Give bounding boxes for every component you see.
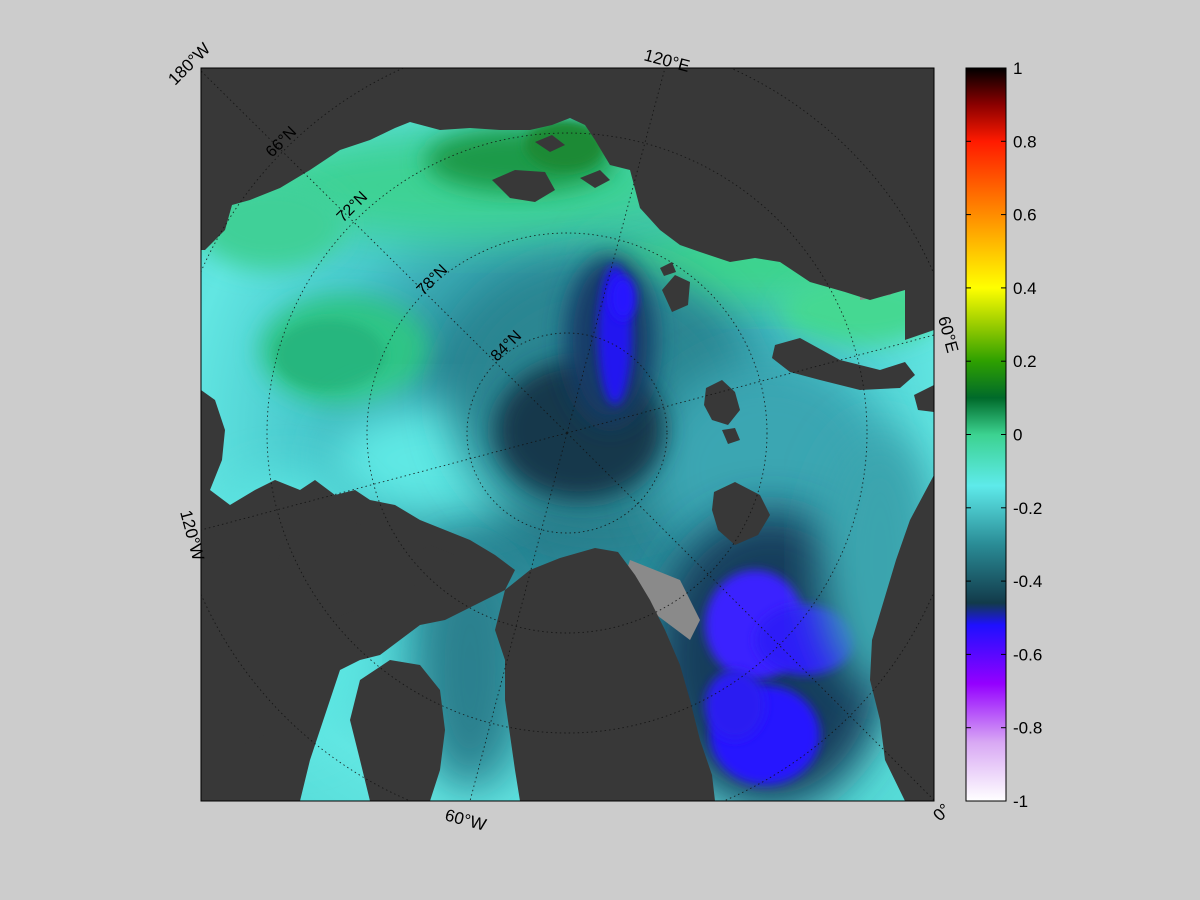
colorbar-scale: [965, 67, 1007, 802]
colorbar-tick-label: 0.4: [1013, 279, 1037, 298]
lon-label-60w: 60°W: [443, 806, 488, 835]
colorbar-tick-label: -0.8: [1013, 719, 1042, 738]
colorbar-tick-label: -0.2: [1013, 499, 1042, 518]
colorbar-tick-label: 0.8: [1013, 132, 1037, 151]
colorbar-tick-label: 1: [1013, 59, 1022, 78]
lon-label-60e: 60°E: [934, 314, 962, 355]
colorbar-tick-label: -0.4: [1013, 572, 1042, 591]
lon-label-0: 0°: [929, 800, 954, 825]
land-masses: [201, 68, 934, 801]
colorbar-ticks: 1 0.8 0.6 0.4 0.2 0 -0.2 -0.4 -0.6 -0.8 -1: [966, 59, 1042, 811]
graticule: [201, 68, 934, 801]
colorbar-tick-label: 0: [1013, 426, 1022, 445]
colorbar-tick-label: 0.6: [1013, 206, 1037, 225]
colorbar: 1 0.8 0.6 0.4 0.2 0 -0.2 -0.4 -0.6 -0.8 -1: [965, 59, 1042, 811]
map-frame: [200, 67, 935, 802]
map-panel: 66°N 72°N 78°N 84°N: [201, 68, 934, 801]
colorbar-tick-label: -0.6: [1013, 645, 1042, 664]
colorbar-tick-label: -1: [1013, 792, 1028, 811]
colorbar-tick-label: 0.2: [1013, 352, 1037, 371]
